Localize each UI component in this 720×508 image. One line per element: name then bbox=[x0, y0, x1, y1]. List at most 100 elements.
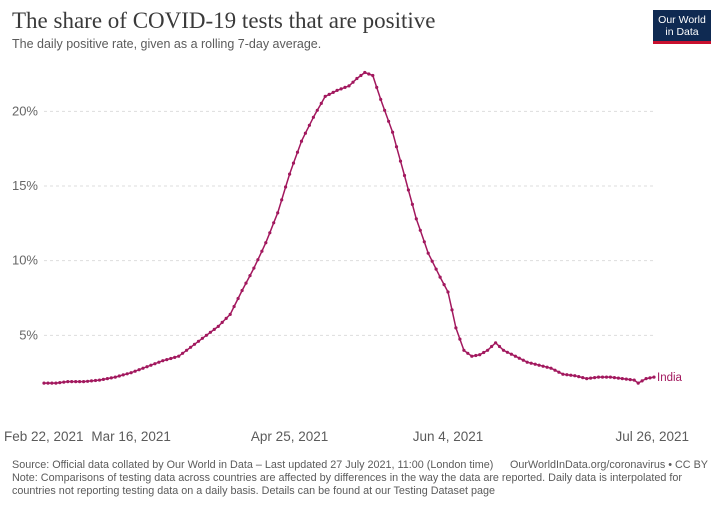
data-point[interactable] bbox=[402, 173, 407, 178]
data-point[interactable] bbox=[422, 240, 426, 244]
data-point[interactable] bbox=[600, 375, 605, 379]
data-point[interactable] bbox=[46, 381, 50, 385]
data-point[interactable] bbox=[109, 376, 113, 380]
data-point[interactable] bbox=[648, 376, 652, 380]
data-point[interactable] bbox=[521, 358, 525, 362]
data-point[interactable] bbox=[327, 92, 331, 96]
data-point[interactable] bbox=[299, 139, 304, 143]
data-point[interactable] bbox=[505, 350, 509, 354]
data-point[interactable] bbox=[315, 108, 319, 112]
data-point[interactable] bbox=[264, 241, 268, 245]
data-point[interactable] bbox=[573, 374, 577, 378]
data-point[interactable] bbox=[478, 353, 482, 357]
data-point[interactable] bbox=[628, 378, 632, 382]
data-point[interactable] bbox=[165, 358, 169, 362]
data-point[interactable] bbox=[280, 198, 284, 202]
data-point[interactable] bbox=[62, 380, 66, 384]
data-point[interactable] bbox=[260, 249, 264, 253]
data-point[interactable] bbox=[446, 290, 450, 294]
data-point[interactable] bbox=[93, 378, 98, 383]
data-point[interactable] bbox=[343, 85, 347, 89]
data-point[interactable] bbox=[220, 320, 224, 324]
data-point[interactable] bbox=[212, 327, 216, 331]
data-point[interactable] bbox=[640, 379, 644, 383]
data-point[interactable] bbox=[268, 231, 272, 235]
data-point[interactable] bbox=[307, 123, 311, 127]
data-point[interactable] bbox=[78, 380, 82, 384]
data-point[interactable] bbox=[256, 258, 260, 262]
data-point[interactable] bbox=[375, 85, 379, 89]
data-point[interactable] bbox=[236, 296, 240, 301]
data-point[interactable] bbox=[97, 378, 102, 382]
data-point[interactable] bbox=[86, 379, 90, 383]
data-point[interactable] bbox=[517, 356, 521, 360]
data-point[interactable] bbox=[347, 84, 351, 88]
data-point[interactable] bbox=[434, 267, 438, 271]
data-point[interactable] bbox=[644, 377, 648, 381]
data-point[interactable] bbox=[181, 351, 185, 355]
data-point[interactable] bbox=[581, 376, 585, 380]
data-point[interactable] bbox=[74, 380, 78, 384]
data-point[interactable] bbox=[494, 341, 498, 345]
data-point[interactable] bbox=[331, 90, 335, 94]
data-point[interactable] bbox=[177, 354, 181, 358]
data-point[interactable] bbox=[339, 87, 343, 91]
data-point[interactable] bbox=[173, 355, 177, 359]
data-point[interactable] bbox=[157, 360, 161, 364]
data-point[interactable] bbox=[125, 372, 129, 376]
data-point[interactable] bbox=[50, 381, 54, 385]
data-point[interactable] bbox=[557, 370, 561, 374]
data-point[interactable] bbox=[323, 94, 327, 98]
data-point[interactable] bbox=[442, 283, 446, 287]
series-line-india[interactable] bbox=[44, 71, 655, 384]
data-point[interactable] bbox=[569, 373, 573, 377]
data-point[interactable] bbox=[387, 119, 391, 123]
data-point[interactable] bbox=[418, 228, 422, 232]
data-point[interactable] bbox=[398, 159, 403, 163]
data-point[interactable] bbox=[561, 372, 565, 376]
data-point[interactable] bbox=[616, 376, 621, 380]
data-point[interactable] bbox=[335, 88, 339, 92]
data-point[interactable] bbox=[252, 266, 256, 270]
data-point[interactable] bbox=[371, 73, 375, 78]
data-point[interactable] bbox=[585, 377, 589, 381]
data-point[interactable] bbox=[145, 365, 149, 369]
data-point[interactable] bbox=[244, 281, 248, 285]
data-point[interactable] bbox=[232, 304, 236, 309]
data-point[interactable] bbox=[501, 348, 506, 352]
data-point[interactable] bbox=[525, 360, 529, 364]
data-point[interactable] bbox=[379, 97, 383, 101]
data-point[interactable] bbox=[272, 221, 276, 225]
data-point[interactable] bbox=[240, 288, 244, 293]
data-point[interactable] bbox=[363, 70, 367, 75]
data-point[interactable] bbox=[549, 366, 553, 370]
data-point[interactable] bbox=[204, 333, 208, 337]
data-point[interactable] bbox=[430, 259, 434, 263]
data-point[interactable] bbox=[533, 362, 537, 366]
data-point[interactable] bbox=[129, 371, 133, 375]
data-point[interactable] bbox=[82, 380, 86, 384]
data-point[interactable] bbox=[133, 369, 137, 373]
data-point[interactable] bbox=[58, 381, 62, 385]
data-point[interactable] bbox=[652, 375, 656, 379]
data-point[interactable] bbox=[414, 217, 418, 221]
data-point[interactable] bbox=[117, 374, 121, 378]
data-point[interactable] bbox=[105, 377, 109, 381]
data-point[interactable] bbox=[565, 373, 569, 377]
data-point[interactable] bbox=[454, 326, 458, 330]
data-point[interactable] bbox=[466, 351, 470, 355]
data-point[interactable] bbox=[537, 363, 541, 367]
data-point[interactable] bbox=[153, 362, 157, 366]
data-point[interactable] bbox=[200, 336, 204, 340]
data-point[interactable] bbox=[470, 354, 474, 358]
data-point[interactable] bbox=[224, 316, 228, 320]
data-point[interactable] bbox=[624, 377, 628, 381]
data-point[interactable] bbox=[391, 130, 395, 134]
data-point[interactable] bbox=[355, 76, 359, 81]
data-point[interactable] bbox=[113, 375, 117, 379]
owid-logo[interactable]: Our World in Data bbox=[653, 10, 711, 44]
data-point[interactable] bbox=[426, 251, 430, 255]
data-point[interactable] bbox=[101, 377, 105, 381]
data-point[interactable] bbox=[284, 185, 288, 189]
data-point[interactable] bbox=[89, 379, 94, 383]
